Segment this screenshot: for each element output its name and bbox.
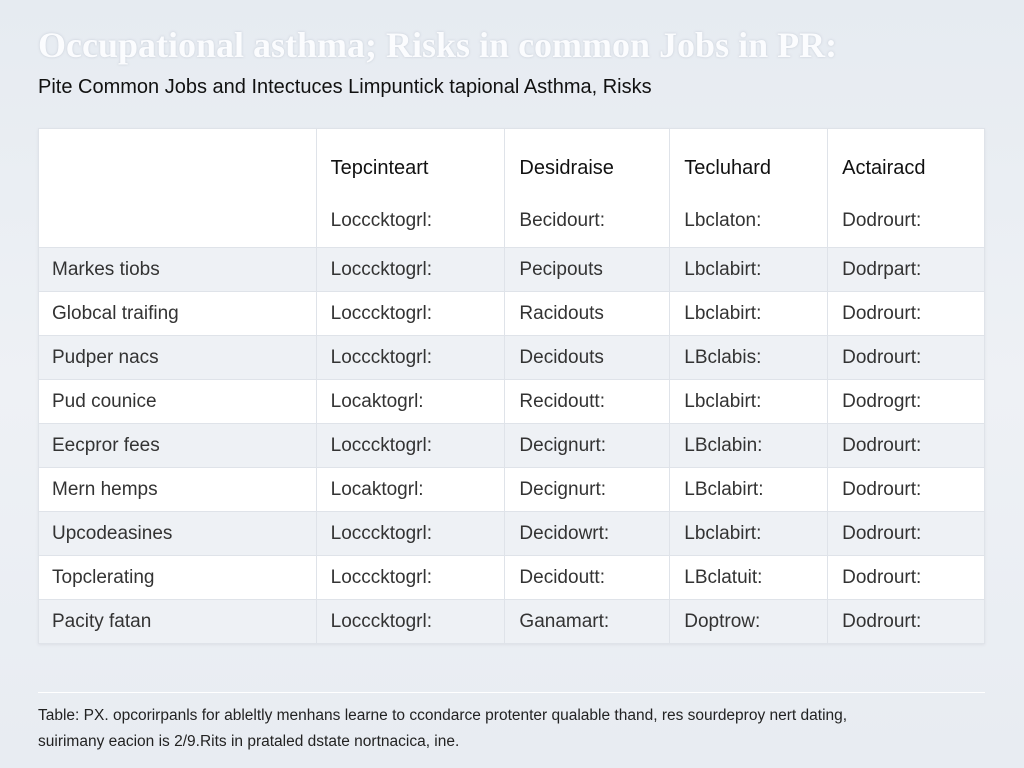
- column-note: Becidourt:: [519, 210, 605, 231]
- table-row: Globcal traifing Locccktogrl: Racidouts Lbc…: [38, 291, 985, 336]
- footer-note: Table: PX. opcorirpanls for ableltly men…: [38, 707, 848, 724]
- column-note: Lbclaton:: [684, 210, 762, 231]
- table-cell: Locaktogrl:: [315, 379, 506, 424]
- table-cell: Locccktogrl:: [315, 335, 506, 380]
- table-cell: Lbclabirt:: [669, 379, 829, 424]
- header-cell: Tepcinteart Locccktogrl:: [315, 128, 506, 248]
- row-label: Markes tiobs: [38, 247, 317, 292]
- table-cell: Locccktogrl:: [315, 423, 506, 468]
- table-row: Mern hemps Locaktogrl: Decignurt: LBclabirt…: [38, 467, 985, 512]
- row-label: Pacity fatan: [38, 599, 317, 644]
- table-cell: Ganamart:: [504, 599, 671, 644]
- row-label: Topclerating: [38, 555, 317, 600]
- table-cell: Dodrourt:: [827, 291, 985, 336]
- table-cell: LBclabirt:: [669, 467, 829, 512]
- header-cell: Desidraise Becidourt:: [504, 128, 671, 248]
- table-cell: Recidoutt:: [504, 379, 671, 424]
- row-label: Upcodeasines: [38, 511, 317, 556]
- table-row: Pacity fatan Locccktogrl: Ganamart: Doptrow…: [38, 599, 985, 644]
- table-cell: Locccktogrl:: [315, 247, 506, 292]
- table-cell: Decidoutt:: [504, 555, 671, 600]
- page-subtitle: Pite Common Jobs and Intectuces Limpunti…: [38, 76, 652, 98]
- table-cell: Pecipouts: [504, 247, 671, 292]
- table-row: Markes tiobs Locccktogrl: Pecipouts Lbclabi…: [38, 247, 985, 292]
- table-cell: Decignurt:: [504, 423, 671, 468]
- header-cell: [38, 128, 317, 248]
- table-cell: Dodrourt:: [827, 335, 985, 380]
- table-cell: Locaktogrl:: [315, 467, 506, 512]
- table-row: Eecpror fees Locccktogrl: Decignurt: LBclab…: [38, 423, 985, 468]
- table-cell: LBclabis:: [669, 335, 829, 380]
- table-cell: Dodrourt:: [827, 467, 985, 512]
- table-row: Topclerating Locccktogrl: Decidoutt: LBclat…: [38, 555, 985, 600]
- row-label: Pud counice: [38, 379, 317, 424]
- table-cell: Lbclabirt:: [669, 511, 829, 556]
- table-cell: Locccktogrl:: [315, 511, 506, 556]
- table-cell: Locccktogrl:: [315, 599, 506, 644]
- page-title: Occupational asthma; Risks in common Job…: [38, 25, 838, 65]
- row-label: Eecpror fees: [38, 423, 317, 468]
- table-cell: Locccktogrl:: [315, 291, 506, 336]
- column-note: Dodrourt:: [842, 210, 922, 231]
- table-cell: Lbclabirt:: [669, 247, 829, 292]
- row-label: Globcal traifing: [38, 291, 317, 336]
- header-row: Tepcinteart Locccktogrl: Desidraise Becidou…: [38, 128, 985, 248]
- header-cell: Actairacd Dodrourt:: [827, 128, 985, 248]
- table-row: Upcodeasines Locccktogrl: Decidowrt: Lbclab…: [38, 511, 985, 556]
- table-cell: Dodrpart:: [827, 247, 985, 292]
- table-cell: Lbclabirt:: [669, 291, 829, 336]
- table-row: Pud counice Locaktogrl: Recidoutt: Lbclabir…: [38, 379, 985, 424]
- table-cell: Dodrourt:: [827, 511, 985, 556]
- table-cell: Locccktogrl:: [315, 555, 506, 600]
- table-cell: LBclabin:: [669, 423, 829, 468]
- table-cell: Decidowrt:: [504, 511, 671, 556]
- table-cell: Decignurt:: [504, 467, 671, 512]
- row-label: Pudper nacs: [38, 335, 317, 380]
- footer-note: suirimany eacion is 2/9.Rits in prataled…: [38, 733, 460, 750]
- table-row: Pudper nacs Locccktogrl: Decidouts LBclabis…: [38, 335, 985, 380]
- row-label: Mern hemps: [38, 467, 317, 512]
- table-cell: Racidouts: [504, 291, 671, 336]
- column-header: Tecluhard: [684, 157, 771, 179]
- table-cell: Doptrow:: [669, 599, 829, 644]
- column-header: Desidraise: [519, 157, 614, 179]
- table-cell: Decidouts: [504, 335, 671, 380]
- risk-table: Tepcinteart Locccktogrl: Desidraise Becidou…: [38, 128, 985, 644]
- table-cell: Dodrourt:: [827, 423, 985, 468]
- table-cell: Dodrourt:: [827, 555, 985, 600]
- column-note: Locccktogrl:: [330, 210, 432, 231]
- table-cell: Dodrogrt:: [827, 379, 985, 424]
- column-header: Tepcinteart: [330, 157, 429, 179]
- header-cell: Tecluhard Lbclaton:: [669, 128, 829, 248]
- table-cell: LBclatuit:: [669, 555, 829, 600]
- column-header: Actairacd: [842, 157, 926, 179]
- footer-rule: [38, 692, 985, 693]
- table-cell: Dodrourt:: [827, 599, 985, 644]
